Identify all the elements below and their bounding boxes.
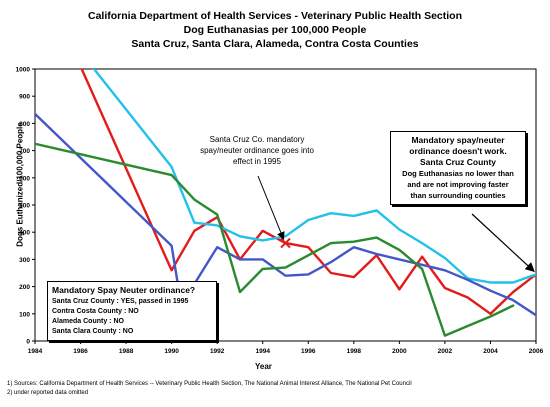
annotation-line: Santa Cruz Co. mandatory [209,135,305,144]
y-axis-label: Dogs Euthanized/100,000 People [15,122,25,247]
marker-x-stroke [280,237,291,249]
annotation-line: than surrounding counties [410,191,506,200]
x-tick-label: 2006 [529,348,544,355]
x-tick-label: 2002 [438,348,453,355]
y-tick-label: 100 [19,311,30,318]
y-tick-label: 300 [19,257,30,264]
y-tick-label: 400 [19,230,30,237]
x-tick-label: 1998 [347,348,362,355]
series-line-1 [92,69,536,284]
series-line-0 [80,69,536,315]
y-tick-label: 500 [19,203,30,210]
series-line-3 [35,142,515,337]
x-tick-label: 1984 [28,348,43,355]
footnote-omitted: 2) under reported data omitted [7,390,89,396]
annotation-arrow [257,175,285,241]
x-tick-label: 1988 [119,348,134,355]
annotation-line: ordinance doesn't work. [409,146,507,156]
x-tick-label: 1994 [255,348,270,355]
annotation-arrow [471,213,535,273]
chart-title-line-3: Santa Cruz, Santa Clara, Alameda, Contra… [131,38,419,50]
x-tick-label: 2000 [392,348,407,355]
x-tick-label: 1996 [301,348,316,355]
y-tick-label: 900 [19,94,30,101]
y-tick-label: 800 [19,121,30,128]
legend-entry-alameda: Alameda County : NO [52,318,124,325]
legend-entry-santa-clara: Santa Clara County : NO [52,328,134,335]
annotation-line: effect in 1995 [233,157,281,166]
y-tick-label: 1000 [16,67,31,74]
x-tick-label: 2004 [483,348,498,355]
legend-entry-contra-costa: Contra Costa County : NO [52,308,139,315]
legend: Mandatory Spay Neuter ordinance? Santa C… [47,281,217,341]
x-tick-label: 1992 [210,348,225,355]
annotation-conclusion-box: Mandatory spay/neuter ordinance doesn't … [390,131,526,205]
annotation-line: spay/neuter ordinance goes into [200,146,314,155]
x-tick-label: 1990 [164,348,179,355]
marker-x [280,237,291,249]
x-tick-label: 1986 [73,348,88,355]
legend-entry-santa-cruz: Santa Cruz County : YES, passed in 1995 [52,298,189,305]
footnote-sources: 1) Sources: California Department of Hea… [7,381,412,387]
x-axis-label: Year [255,362,272,371]
y-tick-label: 200 [19,284,30,291]
annotation-line: Santa Cruz County [419,157,497,167]
y-tick-label: 0 [26,339,30,346]
chart-title-line-2: Dog Euthanasias per 100,000 People [183,24,367,36]
legend-title: Mandatory Spay Neuter ordinance? [52,285,196,295]
annotation-santa-cruz-ordinance: Santa Cruz Co. mandatory spay/neuter ord… [198,134,316,167]
annotation-line: and are not improving faster [407,180,509,189]
y-tick-label: 700 [19,148,30,155]
annotation-line: Mandatory spay/neuter [411,135,505,145]
y-tick-label: 600 [19,175,30,182]
chart-title-line-1: California Department of Health Services… [87,10,463,22]
annotation-line: Dog Euthanasias no lower than [402,169,514,178]
